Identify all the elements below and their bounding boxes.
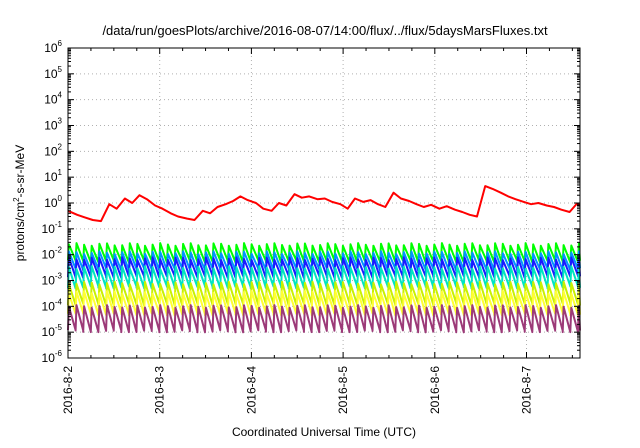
x-tick-label: 2016-8-3 [153, 366, 167, 414]
y-tick-label: 10-1 [42, 220, 63, 236]
y-tick-label: 106 [44, 39, 62, 55]
x-tick-label: 2016-8-4 [244, 366, 258, 414]
y-tick-label: 102 [44, 142, 62, 158]
x-tick-label: 2016-8-7 [520, 366, 534, 414]
y-tick-label: 10-4 [42, 297, 63, 313]
series-line-red [67, 185, 581, 223]
x-tick-label: 2016-8-2 [61, 366, 75, 414]
x-axis-ticks: 2016-8-2 2016-8-3 2016-8-4 2016-8-5 2016-8-6… [61, 48, 573, 414]
x-tick-label: 2016-8-5 [336, 366, 350, 414]
y-tick-label: 10-6 [42, 349, 63, 365]
y-axis-label-sup: 2 [12, 197, 21, 202]
y-tick-label: 103 [44, 117, 62, 133]
y-tick-label: 10-5 [42, 323, 63, 339]
y-tick-label: 104 [44, 91, 62, 107]
series-layer [67, 185, 581, 334]
y-axis-label-main: protons/cm [13, 202, 27, 261]
y-axis-label-rest: -s-sr-MeV [13, 145, 27, 198]
y-tick-label: 101 [44, 168, 62, 184]
y-tick-label: 100 [44, 194, 62, 210]
x-tick-label: 2016-8-6 [428, 366, 442, 414]
x-axis-label: Coordinated Universal Time (UTC) [232, 425, 416, 439]
y-tick-label: 10-2 [42, 246, 63, 262]
series-line-7 [67, 304, 581, 334]
y-tick-label: 105 [44, 65, 62, 81]
y-axis-ticks: 10-6 10-5 10-4 10-3 10-2 10-1 100 101 102 103 104 1… [42, 39, 580, 365]
y-tick-label: 10-3 [42, 272, 63, 288]
y-axis-label: protons/cm2-s-sr-MeV [12, 145, 27, 261]
chart-title: /data/run/goesPlots/archive/2016-08-07/1… [102, 23, 548, 38]
